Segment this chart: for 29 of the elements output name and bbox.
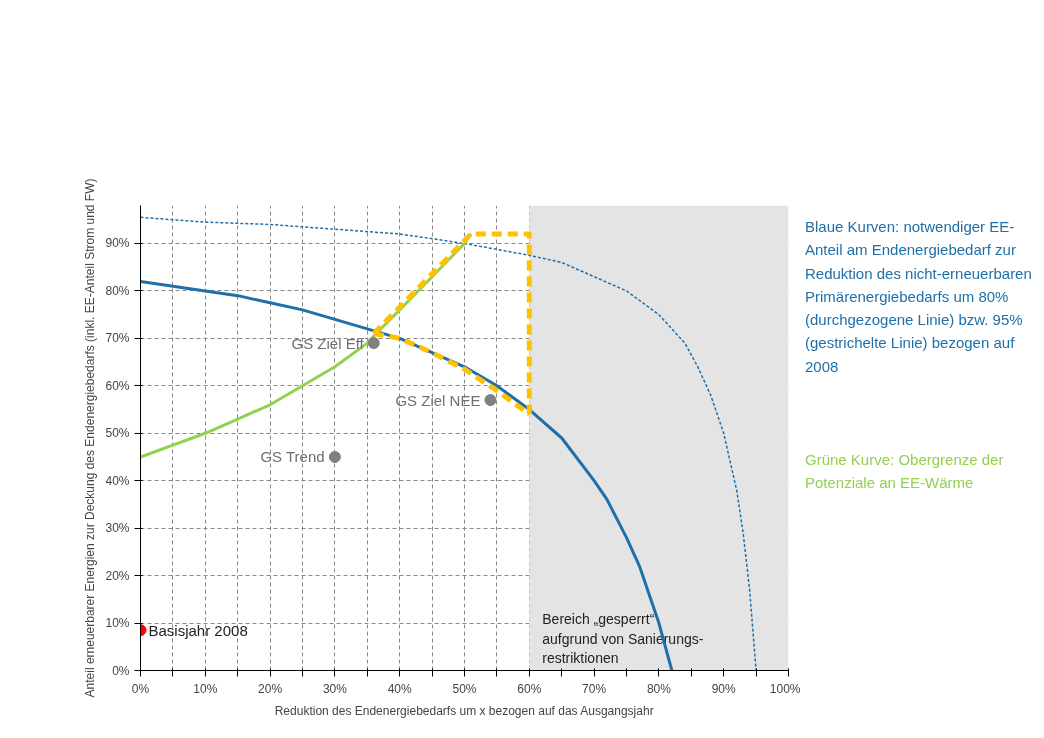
x-tick-label: 40% <box>387 681 413 696</box>
series-label: GS Ziel NEE <box>395 391 481 409</box>
y-tick-label: 30% <box>105 521 130 536</box>
series-label: GS Ziel Eff <box>291 334 365 352</box>
x-tick-label: 0% <box>131 681 150 696</box>
series-label: Basisjahr 2008 <box>148 621 248 639</box>
y-tick-label: 70% <box>105 331 130 346</box>
series-label: GS Trend <box>260 448 325 466</box>
y-tick-label: 0% <box>112 663 130 678</box>
x-tick-label: 80% <box>646 681 672 696</box>
x-tick-label: 60% <box>517 681 542 696</box>
y-axis-title: Anteil erneuerbarer Energien zur Deckung des Endenergiebedarfs (inkl. EE-Anteil Strom und FW) <box>83 178 98 698</box>
x-axis-title: Reduktion des Endenergiebedarfs um x bezogen auf das Ausgangsjahr <box>274 703 654 718</box>
y-tick-label: 80% <box>105 283 130 298</box>
x-tick-label: 100% <box>769 681 801 696</box>
y-tick-label: 20% <box>105 568 130 583</box>
x-tick-label: 10% <box>193 681 218 696</box>
y-tick-label: 10% <box>105 616 130 631</box>
y-tick-label: 60% <box>105 378 130 393</box>
x-tick-label: 50% <box>452 681 477 696</box>
x-tick-label: 70% <box>582 681 607 696</box>
x-tick-label: 30% <box>322 681 348 696</box>
y-tick-label: 90% <box>105 236 130 251</box>
y-tick-label: 50% <box>105 426 130 441</box>
x-tick-label: 20% <box>258 681 283 696</box>
text: Blaue Kurven: notwendiger EE-Anteil am Endenergiebedarf zur Reduktion des nicht-erneuerbaren Primärenergiebedarfs um 80% (durchgezogene Linie) bzw. 95% (gestrichelte Linie) bezogen auf 2008 <box>805 217 1033 377</box>
text: Grüne Kurve: Obergrenze der Potenziale an EE-Wärme <box>805 449 1005 493</box>
x-tick-label: 90% <box>711 681 737 696</box>
y-tick-label: 40% <box>105 473 130 488</box>
